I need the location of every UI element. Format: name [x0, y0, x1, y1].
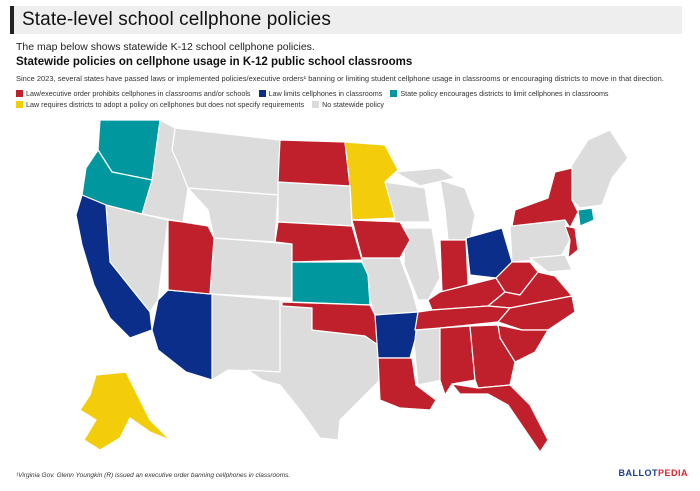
- legend-label-limits: Law limits cellphones in classrooms: [268, 89, 383, 98]
- legend-item-requires-policy: Law requires districts to adopt a policy…: [16, 99, 304, 110]
- legend-swatch-limits: [258, 90, 266, 97]
- state-indiana[interactable]: [439, 239, 469, 293]
- state-new-england[interactable]: [569, 129, 629, 209]
- page-title: State-level school cellphone policies: [22, 9, 331, 30]
- us-map: [0, 110, 700, 470]
- legend-swatch-prohibits: [16, 90, 23, 97]
- footnote: ¹Virginia Gov. Glenn Youngkin (R) issued…: [16, 472, 291, 479]
- legend-label-prohibits: Law/executive order prohibits cellphones…: [26, 89, 251, 98]
- state-south-dakota[interactable]: [277, 181, 353, 227]
- legend-label-none: No statewide policy: [322, 100, 385, 109]
- state-montana[interactable]: [171, 127, 281, 196]
- state-oregon[interactable]: [81, 149, 153, 215]
- state-georgia[interactable]: [469, 324, 516, 389]
- state-colorado[interactable]: [209, 237, 293, 299]
- state-kansas[interactable]: [291, 261, 371, 306]
- state-iowa[interactable]: [351, 219, 411, 259]
- legend-item-none: No statewide policy: [312, 99, 384, 110]
- intro-text: The map below shows statewide K-12 schoo…: [16, 41, 315, 53]
- map-heading: Statewide policies on cellphone usage in…: [16, 56, 413, 68]
- state-new-mexico[interactable]: [209, 293, 283, 381]
- state-arkansas[interactable]: [374, 311, 419, 359]
- state-new-york[interactable]: [511, 167, 579, 229]
- map-subtitle: Since 2023, several states have passed l…: [16, 74, 664, 83]
- state-california[interactable]: [75, 194, 153, 339]
- legend-swatch-none: [312, 101, 320, 108]
- state-minnesota[interactable]: [344, 141, 399, 221]
- legend: Law/executive order prohibits cellphones…: [16, 88, 688, 110]
- state-alaska[interactable]: [79, 371, 171, 451]
- state-oklahoma[interactable]: [281, 301, 379, 346]
- state-north-dakota[interactable]: [277, 139, 351, 187]
- legend-item-encourages: State policy encourages districts to lim…: [390, 88, 609, 99]
- state-florida[interactable]: [451, 383, 549, 453]
- state-michigan-up[interactable]: [394, 167, 456, 187]
- legend-item-prohibits: Law/executive order prohibits cellphones…: [16, 88, 251, 99]
- us-map-svg: [75, 119, 629, 453]
- state-arizona[interactable]: [151, 289, 213, 381]
- state-connecticut[interactable]: [577, 207, 595, 227]
- ballotpedia-logo: BALLOTPEDIA: [618, 468, 688, 478]
- legend-label-requires-policy: Law requires districts to adopt a policy…: [26, 100, 305, 109]
- state-new-jersey[interactable]: [564, 225, 579, 259]
- logo-part2: PEDIA: [657, 468, 688, 478]
- state-michigan[interactable]: [439, 179, 476, 241]
- legend-item-limits: Law limits cellphones in classrooms: [258, 88, 383, 99]
- title-bar: State-level school cellphone policies: [10, 6, 682, 34]
- state-maryland[interactable]: [529, 254, 573, 273]
- state-louisiana[interactable]: [377, 357, 437, 411]
- legend-label-encourages: State policy encourages districts to lim…: [400, 89, 609, 98]
- legend-swatch-encourages: [390, 90, 398, 97]
- legend-swatch-requires-policy: [16, 101, 23, 108]
- state-utah[interactable]: [167, 219, 215, 295]
- logo-part1: BALLOT: [618, 468, 658, 478]
